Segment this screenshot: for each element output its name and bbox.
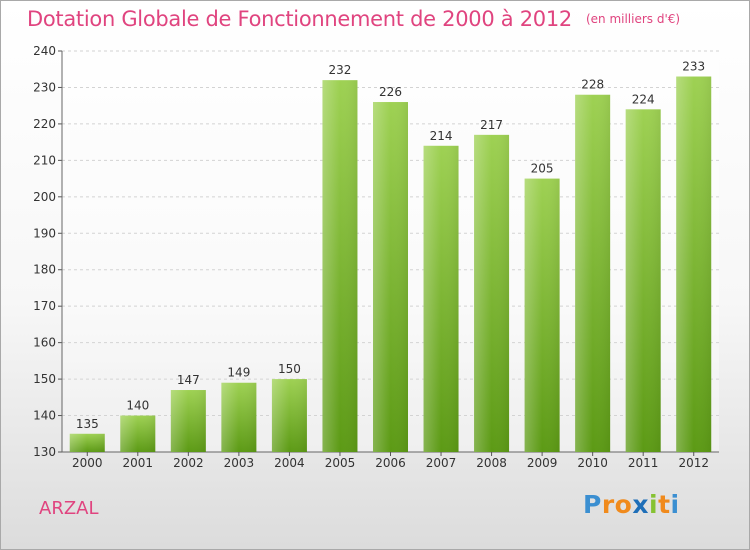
bar-value-label: 205 xyxy=(531,162,554,176)
x-tick-label: 2010 xyxy=(577,456,608,470)
bar-sheen xyxy=(322,80,358,452)
y-tick-label: 220 xyxy=(33,117,56,131)
bar-value-label: 214 xyxy=(430,129,453,143)
y-tick-label: 240 xyxy=(33,44,56,58)
bar-sheen xyxy=(271,379,307,452)
logo-letter: P xyxy=(583,490,602,519)
x-tick-label: 2006 xyxy=(375,456,406,470)
y-tick-label: 170 xyxy=(33,299,56,313)
x-tick-label: 2009 xyxy=(527,456,558,470)
y-tick-label: 130 xyxy=(33,445,56,459)
bar-value-label: 147 xyxy=(177,373,200,387)
bar-sheen xyxy=(373,102,408,452)
bar-value-label: 140 xyxy=(126,399,149,413)
bar-sheen xyxy=(625,109,661,452)
bar-sheen xyxy=(120,415,156,452)
x-tick-label: 2008 xyxy=(476,456,507,470)
bar-sheen xyxy=(575,94,611,452)
x-tick-label: 2004 xyxy=(274,456,305,470)
bar-value-label: 224 xyxy=(632,92,655,106)
bar-sheen xyxy=(221,382,257,452)
y-tick-label: 210 xyxy=(33,153,56,167)
y-tick-label: 140 xyxy=(33,409,56,423)
bar-value-label: 135 xyxy=(76,417,99,431)
x-tick-label: 2001 xyxy=(123,456,154,470)
bar-value-label: 149 xyxy=(227,366,250,380)
x-tick-label: 2005 xyxy=(325,456,356,470)
bar-value-label: 217 xyxy=(480,118,503,132)
logo-letter: r xyxy=(601,490,615,519)
x-tick-label: 2003 xyxy=(224,456,255,470)
commune-name: ARZAL xyxy=(39,498,99,519)
bar-value-label: 150 xyxy=(278,362,301,376)
proxiti-logo: Proxiti xyxy=(583,490,680,519)
chart-title-text: Dotation Globale de Fonctionnement de 20… xyxy=(27,7,572,31)
chart-title: Dotation Globale de Fonctionnement de 20… xyxy=(27,7,680,31)
bar-sheen xyxy=(676,76,712,452)
y-tick-label: 190 xyxy=(33,226,56,240)
logo-letter: x xyxy=(632,490,649,519)
x-tick-label: 2011 xyxy=(628,456,659,470)
logo-letter: o xyxy=(614,490,633,519)
y-tick-label: 180 xyxy=(33,263,56,277)
bar-value-label: 233 xyxy=(682,60,705,74)
x-tick-label: 2012 xyxy=(678,456,709,470)
y-tick-label: 200 xyxy=(33,190,56,204)
bar-sheen xyxy=(69,433,105,452)
y-tick-label: 150 xyxy=(33,372,56,386)
bar-value-label: 226 xyxy=(379,85,402,99)
bar-sheen xyxy=(474,134,510,452)
logo-letter: i xyxy=(649,490,659,519)
bar-value-label: 232 xyxy=(329,63,352,77)
logo-letter: i xyxy=(670,490,680,519)
chart-unit: (en milliers d'€) xyxy=(585,12,681,26)
y-tick-label: 160 xyxy=(33,336,56,350)
x-tick-label: 2007 xyxy=(426,456,457,470)
logo-letter: t xyxy=(658,490,671,519)
bar-sheen xyxy=(423,145,459,453)
x-tick-label: 2002 xyxy=(173,456,204,470)
bar-value-label: 228 xyxy=(581,78,604,92)
bar-sheen xyxy=(524,178,560,452)
bar-sheen xyxy=(170,390,206,452)
y-tick-label: 230 xyxy=(33,80,56,94)
x-tick-label: 2000 xyxy=(72,456,103,470)
